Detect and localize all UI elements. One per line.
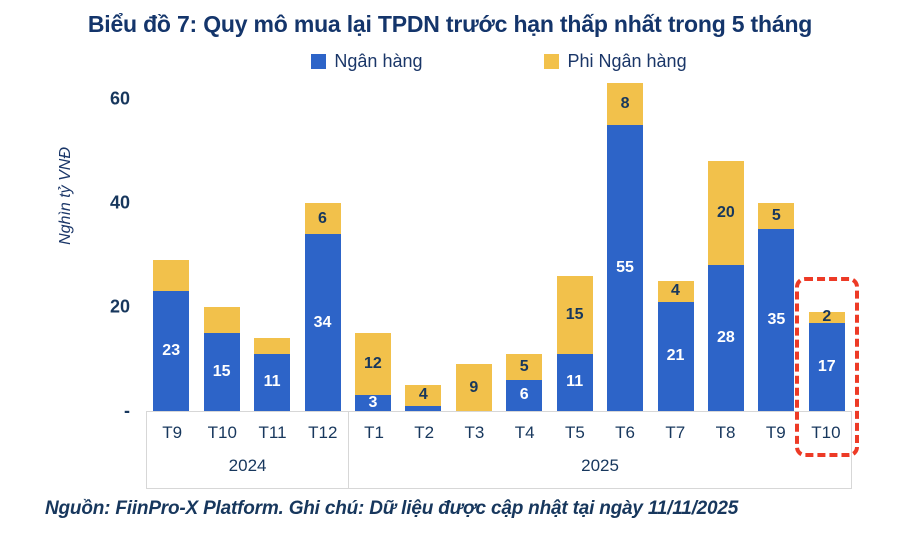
legend-label-bank: Ngân hàng (334, 51, 423, 71)
bar-value-label: 6 (519, 386, 529, 404)
x-label-T3-6: T3 (464, 423, 485, 442)
bar-nonbank-T11-2 (254, 338, 291, 354)
bar-nonbank-T10-1 (203, 307, 240, 333)
bar-bank-T2-5 (405, 405, 442, 411)
bar-bank-T7-10: 21 (657, 301, 694, 411)
bar-nonbank-T2-5: 4 (405, 385, 442, 406)
x-label-T8-11: T8 (715, 423, 736, 442)
bar-nonbank-T1-4: 12 (354, 333, 391, 396)
x-label-T2-5: T2 (414, 423, 435, 442)
bar-value-label: 5 (771, 207, 781, 224)
bar-value-label: 15 (212, 363, 231, 380)
bar-value-label: 11 (263, 373, 281, 391)
bar-value-label: 3 (368, 394, 378, 412)
bar-nonbank-T4-7: 5 (506, 353, 543, 380)
x-label-T10-13: T10 (811, 423, 841, 442)
x-label-T5-8: T5 (564, 423, 585, 442)
bar-nonbank-T9-0 (153, 260, 190, 292)
x-label-T9-0: T9 (162, 423, 183, 442)
y-tick-60: 60 (109, 88, 130, 109)
bar-bank-T9-0: 23 (153, 291, 190, 411)
bar-value-label: 55 (616, 259, 634, 276)
bar-bank-T1-4: 3 (354, 394, 391, 412)
bar-nonbank-T12-3: 6 (304, 203, 341, 235)
x-label-T4-7: T4 (514, 423, 535, 442)
bar-nonbank-T9-12: 5 (758, 203, 795, 229)
bar-value-label: 12 (364, 355, 382, 373)
bar-bank-T5-8: 11 (556, 353, 593, 411)
bar-value-label: 4 (418, 386, 428, 404)
bar-value-label: 11 (566, 373, 584, 391)
bar-bank-T12-3: 34 (304, 234, 341, 411)
year-label-2024: 2024 (228, 456, 267, 475)
bar-value-label: 21 (666, 347, 685, 365)
chart-canvas: Nghìn tỷ VNĐ 60 40 20- 23 15 11 34 6 3 12 4 9 6 5 11 1… (0, 78, 900, 491)
bar-nonbank-T5-8: 15 (556, 275, 593, 354)
bar-value-label: 20 (717, 204, 735, 222)
bar-nonbank-T7-10: 4 (657, 281, 694, 302)
bar-nonbank-T8-11: 20 (707, 161, 744, 266)
x-axis: T9 T10 T11 T12 T1 T2 T3 T4 T5 T6 T7 T8 T9 T10 2024 202… (146, 411, 852, 489)
bar-value-label: 23 (162, 342, 181, 360)
x-label-T6-9: T6 (615, 423, 635, 442)
bar-value-label: 28 (717, 329, 735, 347)
x-axis-year-row: 2024 2025 (147, 454, 851, 488)
year-label-2025: 2025 (348, 454, 851, 488)
x-label-T9-12: T9 (765, 423, 786, 442)
x-label-T12-3: T12 (308, 423, 338, 442)
bar-value-label: 6 (318, 209, 327, 227)
bar-nonbank-T10-13: 2 (808, 308, 845, 326)
bar-bank-T4-7: 6 (506, 379, 543, 411)
chart-title: Biểu đồ 7: Quy mô mua lại TPDN trước hạn… (87, 11, 813, 37)
bar-value-label: 5 (519, 357, 529, 375)
bar-value-label: 17 (817, 357, 836, 375)
bar-value-label: 2 (822, 308, 832, 326)
bar-nonbank-T3-6: 9 (455, 364, 492, 411)
bar-bank-T10-13: 17 (808, 322, 845, 411)
bar-nonbank-T6-9: 8 (607, 83, 644, 125)
x-label-T7-10: T7 (665, 423, 686, 442)
legend-item-bank: Ngân hàng (311, 51, 422, 72)
y-tick-20: 20 (109, 296, 130, 317)
x-axis-month-row: T9 T10 T11 T12 T1 T2 T3 T4 T5 T6 T7 T8 T9 T10 (147, 412, 851, 454)
x-label-T10-1: T10 (207, 423, 237, 442)
y-tick-40: 40 (109, 192, 130, 213)
bar-value-label: 35 (767, 311, 786, 328)
bar-bank-T10-1: 15 (203, 333, 240, 411)
y-tick-0: - (124, 400, 130, 421)
bar-value-label: 15 (565, 305, 584, 323)
legend: Ngân hàng Phi Ngân hàng (146, 51, 852, 72)
bar-value-label: 4 (671, 282, 680, 300)
legend-swatch-bank-icon (311, 54, 327, 69)
x-label-T11-2: T11 (258, 423, 287, 442)
bar-bank-T9-12: 35 (758, 229, 795, 411)
legend-swatch-nonbank-icon (544, 54, 560, 69)
source-note: Nguồn: FiinPro-X Platform. Ghi chú: Dữ l… (45, 498, 739, 519)
bar-value-label: 34 (313, 313, 332, 331)
bar-bank-T6-9: 55 (607, 125, 644, 411)
x-label-T1-4: T1 (347, 412, 399, 454)
bar-bank-T8-11: 28 (707, 265, 744, 411)
bar-value-label: 8 (620, 95, 630, 113)
bar-bank-T11-2: 11 (254, 353, 291, 411)
bar-value-label: 9 (469, 378, 479, 396)
legend-item-nonbank: Phi Ngân hàng (544, 51, 687, 72)
legend-label-nonbank: Phi Ngân hàng (567, 51, 687, 71)
